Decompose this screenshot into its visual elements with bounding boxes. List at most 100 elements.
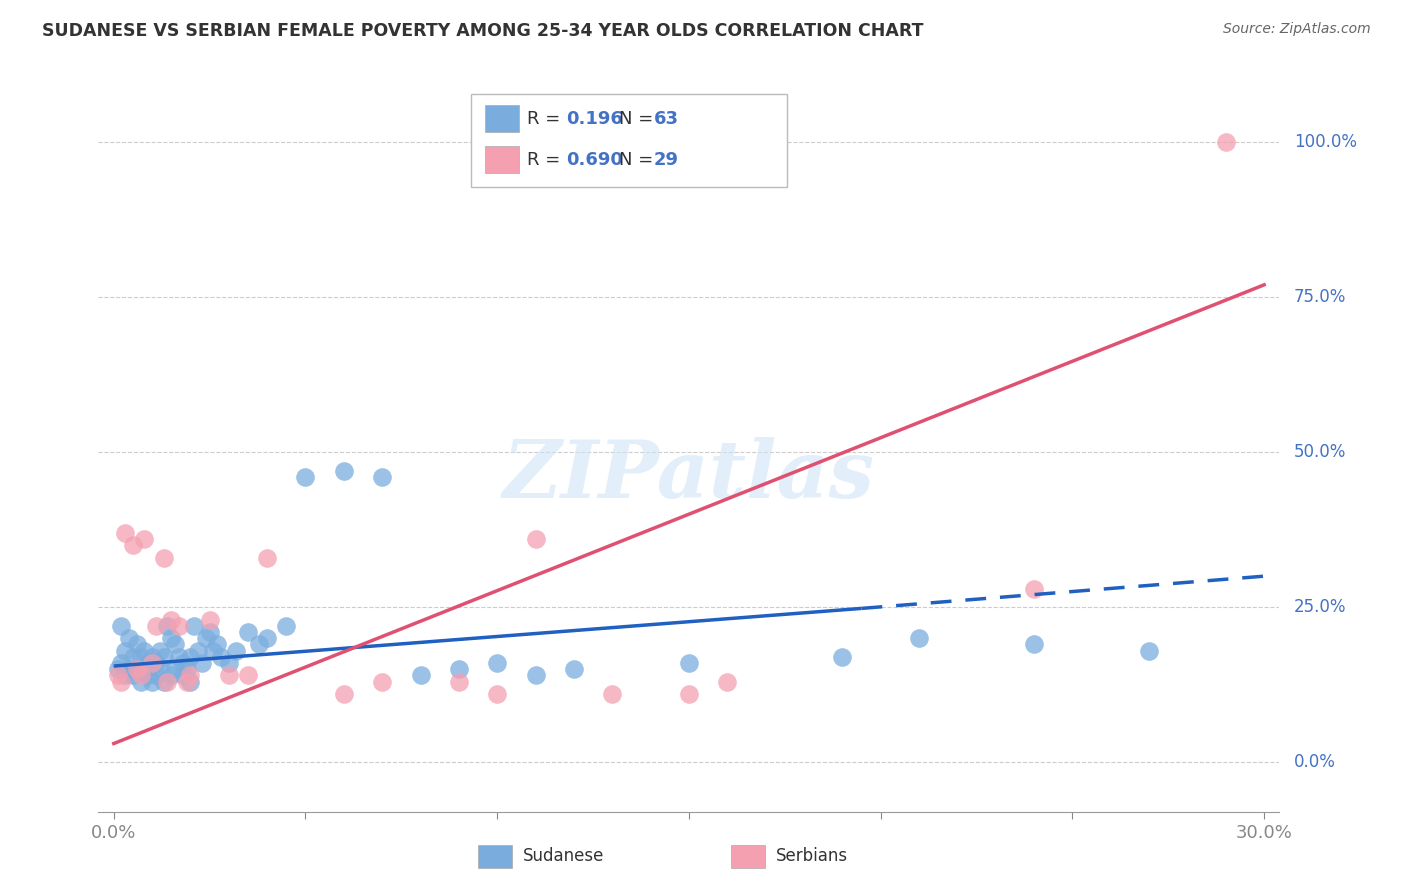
Point [600, 687, 623, 701]
Point [125, 662, 148, 676]
Point [179, 674, 201, 689]
Point [908, 631, 931, 645]
Point [486, 656, 509, 670]
Point [276, 619, 298, 633]
Point [172, 656, 194, 670]
Point [134, 643, 156, 657]
Text: Sudanese: Sudanese [523, 847, 605, 865]
Text: N =: N = [619, 110, 658, 128]
Point [179, 668, 201, 682]
Point [236, 668, 259, 682]
Point [149, 643, 172, 657]
Point [562, 662, 585, 676]
Point [118, 631, 141, 645]
Point [207, 637, 229, 651]
Text: N =: N = [619, 151, 658, 169]
Text: Serbians: Serbians [776, 847, 848, 865]
Point [129, 668, 152, 682]
Point [371, 470, 394, 484]
Text: 75.0%: 75.0% [1294, 288, 1346, 306]
Point [167, 649, 190, 664]
Point [524, 668, 547, 682]
Point [191, 656, 214, 670]
Point [107, 668, 129, 682]
Point [249, 637, 271, 651]
Point [160, 668, 183, 682]
Point [156, 619, 179, 633]
Point [187, 643, 209, 657]
Point [156, 674, 179, 689]
Point [524, 532, 547, 546]
Point [152, 674, 174, 689]
Text: 0.690: 0.690 [567, 151, 623, 169]
Text: 0.0%: 0.0% [1294, 753, 1336, 771]
Point [1022, 582, 1045, 596]
Point [225, 643, 247, 657]
Point [160, 613, 183, 627]
Point [136, 656, 159, 670]
Point [107, 662, 129, 676]
Point [218, 668, 240, 682]
Text: Source: ZipAtlas.com: Source: ZipAtlas.com [1223, 22, 1371, 37]
Point [165, 637, 187, 651]
Point [114, 668, 136, 682]
Point [141, 674, 163, 689]
Point [294, 470, 316, 484]
Point [149, 662, 172, 676]
Text: 0.196: 0.196 [567, 110, 623, 128]
Point [198, 624, 221, 639]
Point [333, 687, 356, 701]
Point [831, 649, 853, 664]
Point [160, 631, 183, 645]
Point [183, 619, 205, 633]
Point [152, 550, 174, 565]
Point [409, 668, 432, 682]
Point [198, 613, 221, 627]
Point [447, 662, 470, 676]
Point [447, 674, 470, 689]
Point [176, 662, 198, 676]
Point [125, 662, 148, 676]
Text: R =: R = [527, 110, 567, 128]
Point [145, 668, 167, 682]
Point [134, 662, 156, 676]
Point [122, 538, 145, 552]
Point [486, 687, 509, 701]
Point [167, 619, 190, 633]
Point [172, 668, 194, 682]
Text: 63: 63 [654, 110, 679, 128]
Point [129, 649, 152, 664]
Point [141, 649, 163, 664]
Point [256, 631, 278, 645]
Point [678, 687, 700, 701]
Point [110, 619, 132, 633]
Point [141, 656, 163, 670]
Point [165, 662, 187, 676]
Point [122, 649, 145, 664]
Point [145, 656, 167, 670]
Point [1022, 637, 1045, 651]
Point [110, 656, 132, 670]
Point [114, 525, 136, 540]
Point [236, 624, 259, 639]
Point [256, 550, 278, 565]
Text: 100.0%: 100.0% [1294, 133, 1357, 152]
Text: 25.0%: 25.0% [1294, 599, 1346, 616]
Point [176, 674, 198, 689]
Point [122, 668, 145, 682]
Text: ZIPatlas: ZIPatlas [503, 436, 875, 514]
Point [118, 662, 141, 676]
Point [371, 674, 394, 689]
Point [209, 649, 232, 664]
Point [1137, 643, 1160, 657]
Point [202, 643, 225, 657]
Point [333, 464, 356, 478]
Text: 29: 29 [654, 151, 679, 169]
Point [134, 532, 156, 546]
Point [179, 649, 201, 664]
Point [129, 674, 152, 689]
Point [194, 631, 217, 645]
Point [218, 656, 240, 670]
Point [110, 674, 132, 689]
Point [1215, 135, 1237, 149]
